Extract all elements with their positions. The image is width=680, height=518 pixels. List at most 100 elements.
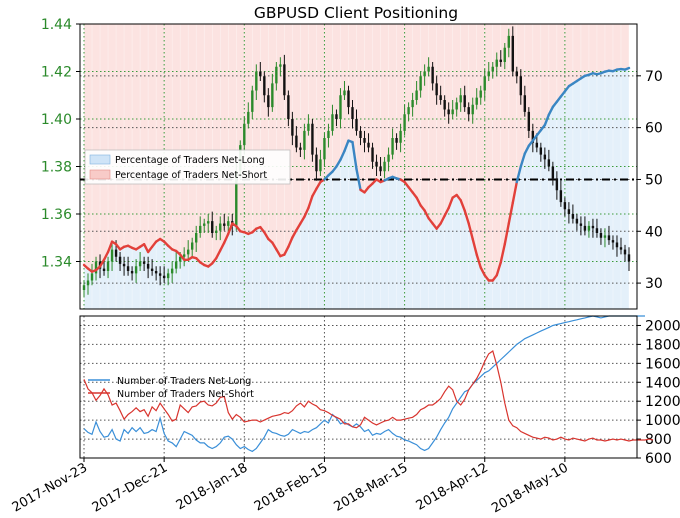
candle-body [407,107,410,115]
top-panel-frame [79,23,638,310]
net-long-pct-segment [463,209,470,225]
net-long-pct-segment [507,201,514,225]
candle-body [186,249,190,255]
candle-body [279,64,282,67]
candle-body [499,59,502,62]
net-long-pct-segment [467,222,474,241]
candle-body [271,83,274,108]
x-tick-label: 2018-Feb-15 [252,460,331,514]
candle-body [166,273,170,279]
net-long-pct-segment [295,222,302,232]
candle-body [567,209,571,214]
candle-body [315,154,318,172]
candle-body [275,66,278,84]
left-tick-label: 1.44 [41,17,72,33]
bottom-right-tick-label: 2000 [645,318,680,334]
candle-body [571,214,575,219]
candle-body [331,114,334,131]
candle-body [555,178,559,191]
candle-body [347,90,350,108]
candle-body [607,235,611,241]
candle-body [122,263,126,267]
candle-body [203,223,206,226]
net-long-pct-segment [515,165,523,184]
candle-body [291,119,294,136]
candle-body [106,261,110,271]
bottom-right-tick-label: 1400 [645,375,680,391]
candle-body [235,171,238,226]
candle-body [507,35,510,48]
candle-body [199,225,202,233]
candle-body [247,111,250,124]
candle-body [471,104,474,115]
candle-body [591,225,595,229]
net-long-pct-segment [299,215,306,225]
top-legend: Percentage of Traders Net-Long Percentage… [84,149,291,185]
candle-body [178,256,182,262]
bottom-legend-label-short: Number of Traders Net-Short [117,389,254,400]
candle-body [162,275,166,279]
candle-body [463,95,466,108]
candle-body [102,268,106,271]
net-long-pct-segment [499,243,506,264]
candle-body [287,95,290,119]
candle-body [307,123,310,131]
net-long-pct-segment [219,241,226,252]
candle-body [94,261,98,274]
candle-body [523,95,527,112]
candle-body [439,95,442,100]
candle-body [559,190,563,203]
candle-body [535,142,539,148]
net-long-pct-segment [106,240,114,254]
net-long-pct-segment [287,236,294,249]
top-legend-swatch-short [89,169,111,180]
x-tick-label: 2017-Dec-21 [90,460,170,514]
candle-body [399,130,402,143]
candle-body [419,76,422,91]
net-long-pct-segment [263,231,270,241]
candle-body [611,240,615,243]
candle-body [319,159,322,172]
candle-body [110,249,114,262]
candle-body [447,109,450,115]
candle-body [547,159,551,167]
candle-body [563,202,567,210]
candle-body [211,221,214,233]
candle-body [391,138,394,155]
net-long-pct-segment [215,249,222,260]
candle-body [551,166,555,179]
candle-body [431,66,434,84]
candle-body [255,71,258,91]
candle-body [623,249,627,255]
candle-body [483,76,486,91]
bottom-series-line [83,350,654,442]
candle-body [435,83,438,96]
candle-body [467,107,470,115]
top-legend-label-long: Percentage of Traders Net-Long [115,155,265,166]
net-long-pct-segment [471,237,478,256]
net-long-pct-segment [351,140,358,171]
candle-body [126,266,130,271]
candle-body [583,225,587,231]
candle-body [134,266,138,274]
candle-body [335,114,338,119]
candle-body [455,102,458,110]
candle-body [259,71,262,77]
candle-body [158,273,162,276]
net-long-pct-segment [315,180,322,190]
candle-body [351,107,354,119]
candle-body [142,261,146,264]
candle-body [415,90,418,100]
candle-body [411,100,414,108]
net-long-pct-segment [291,229,298,239]
net-long-pct-segment [523,144,531,155]
bottom-right-tick-label: 600 [645,451,672,467]
candle-body [627,254,631,262]
right-tick-label: 70 [645,69,663,85]
candle-body [531,130,535,143]
left-tick-label: 1.42 [41,65,72,81]
candle-body [363,138,366,143]
net-long-pct-segment [447,196,454,210]
candle-body [146,263,150,269]
